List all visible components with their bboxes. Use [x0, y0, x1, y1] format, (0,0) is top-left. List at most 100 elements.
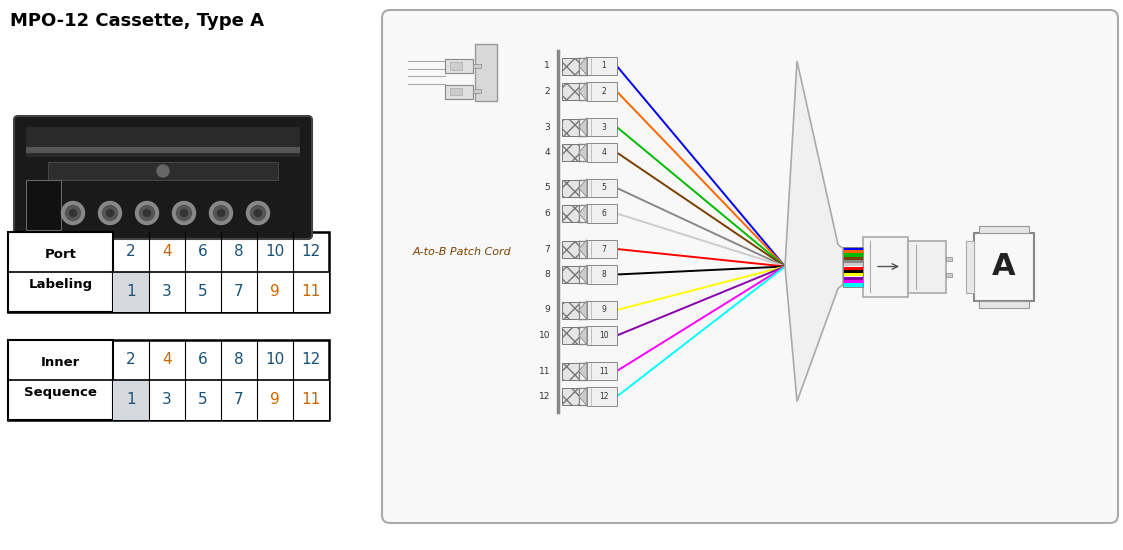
Bar [587, 204, 617, 223]
Text: 10: 10 [265, 245, 284, 260]
Text: 9: 9 [271, 393, 280, 408]
Text: 4: 4 [601, 148, 606, 157]
Text: 4: 4 [162, 353, 172, 367]
Polygon shape [785, 61, 843, 402]
Circle shape [70, 210, 76, 217]
Bar [843, 277, 862, 280]
Bar [445, 85, 473, 98]
Polygon shape [578, 118, 587, 136]
Bar [862, 236, 909, 296]
Polygon shape [578, 143, 587, 162]
Text: 12: 12 [599, 392, 609, 401]
Text: 5: 5 [198, 393, 208, 408]
Bar [26, 147, 300, 153]
Bar [587, 362, 617, 380]
Bar [221, 272, 257, 312]
Bar [293, 272, 329, 312]
Text: 6: 6 [198, 245, 208, 260]
Bar [113, 380, 149, 420]
Text: 6: 6 [545, 209, 550, 218]
Text: 1: 1 [602, 62, 606, 70]
Bar [843, 263, 862, 267]
Bar [185, 380, 221, 420]
Bar [843, 267, 862, 270]
Text: 12: 12 [301, 353, 321, 367]
Text: 11: 11 [599, 366, 609, 376]
Bar [843, 283, 862, 287]
Bar [587, 179, 617, 197]
Bar [293, 380, 329, 420]
FancyBboxPatch shape [382, 10, 1119, 523]
Bar [562, 388, 579, 405]
Text: 6: 6 [198, 353, 208, 367]
FancyBboxPatch shape [13, 116, 312, 239]
Bar [562, 327, 579, 344]
Circle shape [255, 210, 262, 217]
Text: 3: 3 [162, 393, 172, 408]
Polygon shape [578, 204, 587, 223]
Polygon shape [578, 82, 587, 101]
Circle shape [157, 165, 168, 177]
Bar [843, 270, 862, 273]
Text: 2: 2 [545, 87, 550, 96]
Text: 11: 11 [539, 366, 550, 376]
Bar [909, 240, 946, 293]
Text: 12: 12 [301, 245, 321, 260]
Bar [979, 300, 1029, 307]
Bar [149, 380, 185, 420]
Circle shape [173, 201, 195, 224]
Bar [8, 340, 113, 420]
Bar [445, 59, 473, 73]
Polygon shape [578, 387, 587, 406]
Circle shape [210, 201, 232, 224]
Circle shape [218, 210, 225, 217]
Text: Labeling: Labeling [28, 278, 92, 291]
Bar [843, 250, 862, 253]
Text: Port: Port [45, 248, 76, 261]
Circle shape [250, 206, 265, 221]
Bar [26, 127, 300, 157]
Circle shape [136, 201, 158, 224]
Bar [587, 118, 617, 136]
Circle shape [213, 206, 228, 221]
Text: 4: 4 [162, 245, 172, 260]
Text: 7: 7 [601, 245, 606, 254]
Circle shape [176, 206, 192, 221]
Bar [587, 82, 617, 101]
Bar [473, 90, 481, 94]
Text: 3: 3 [162, 284, 172, 300]
Text: 1: 1 [126, 393, 136, 408]
Circle shape [139, 206, 155, 221]
Circle shape [65, 206, 81, 221]
Bar [562, 205, 579, 222]
Text: 6: 6 [601, 209, 606, 218]
Text: 9: 9 [601, 305, 606, 315]
Polygon shape [578, 301, 587, 319]
Bar [843, 246, 862, 250]
Bar [562, 179, 579, 196]
Bar [26, 180, 61, 230]
Text: 5: 5 [198, 284, 208, 300]
Bar [185, 272, 221, 312]
Bar [149, 272, 185, 312]
Bar [473, 64, 481, 68]
Bar [562, 83, 579, 100]
Text: 7: 7 [235, 284, 244, 300]
Bar [562, 301, 579, 318]
Circle shape [99, 201, 121, 224]
Bar [587, 143, 617, 162]
Text: 3: 3 [601, 123, 606, 131]
Polygon shape [578, 326, 587, 345]
Bar [974, 233, 1034, 300]
Bar [587, 57, 617, 75]
Bar [450, 63, 462, 69]
Bar [48, 162, 279, 180]
Polygon shape [578, 179, 587, 197]
Text: 9: 9 [545, 305, 550, 315]
Bar [587, 301, 617, 319]
Text: 8: 8 [545, 270, 550, 279]
Text: 11: 11 [301, 284, 321, 300]
Text: 2: 2 [126, 353, 136, 367]
Bar [843, 246, 862, 287]
Bar [562, 240, 579, 257]
